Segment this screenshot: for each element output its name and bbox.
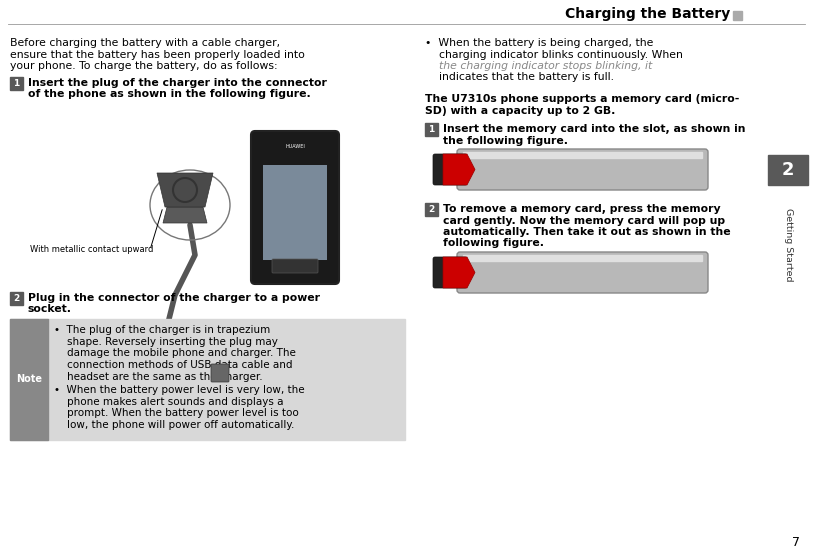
Bar	[10, 319, 48, 440]
Bar	[425, 123, 438, 136]
Text: low, the phone will power off automatically.: low, the phone will power off automatica…	[54, 420, 295, 430]
Text: SD) with a capacity up to 2 GB.: SD) with a capacity up to 2 GB.	[425, 106, 615, 116]
Text: indicates that the battery is full.: indicates that the battery is full.	[425, 72, 614, 82]
FancyBboxPatch shape	[211, 364, 229, 382]
Text: 2: 2	[13, 294, 20, 303]
Bar	[10, 319, 405, 440]
Text: 7: 7	[792, 536, 800, 550]
FancyBboxPatch shape	[457, 252, 708, 293]
Text: the following figure.: the following figure.	[443, 135, 568, 145]
Text: shape. Reversely inserting the plug may: shape. Reversely inserting the plug may	[54, 337, 278, 347]
Text: prompt. When the battery power level is too: prompt. When the battery power level is …	[54, 408, 299, 419]
Text: the charging indicator stops blinking, it: the charging indicator stops blinking, i…	[425, 61, 652, 71]
Bar	[463, 255, 702, 261]
Bar	[10, 292, 23, 305]
Text: ensure that the battery has been properly loaded into: ensure that the battery has been properl…	[10, 50, 305, 60]
Text: socket.: socket.	[28, 305, 72, 315]
Text: With metallic contact upward: With metallic contact upward	[30, 246, 153, 254]
Text: damage the mobile phone and charger. The: damage the mobile phone and charger. The	[54, 348, 296, 358]
Text: Insert the memory card into the slot, as shown in: Insert the memory card into the slot, as…	[443, 124, 746, 134]
FancyBboxPatch shape	[263, 165, 327, 260]
Polygon shape	[157, 173, 213, 207]
Bar	[10, 76, 23, 90]
Text: •  When the battery power level is very low, the: • When the battery power level is very l…	[54, 385, 304, 395]
Text: Insert the plug of the charger into the connector: Insert the plug of the charger into the …	[28, 77, 327, 87]
Polygon shape	[163, 207, 207, 223]
Bar	[463, 152, 702, 158]
Text: •  The plug of the charger is in trapezium: • The plug of the charger is in trapeziu…	[54, 325, 270, 335]
Text: Plug in the connector of the charger to a power: Plug in the connector of the charger to …	[28, 293, 320, 303]
Polygon shape	[443, 257, 475, 288]
FancyBboxPatch shape	[433, 257, 467, 288]
FancyBboxPatch shape	[272, 259, 318, 273]
Bar	[733, 11, 742, 20]
Text: charging indicator blinks continuously. When: charging indicator blinks continuously. …	[425, 50, 683, 60]
Text: following figure.: following figure.	[443, 238, 544, 248]
Text: 1: 1	[428, 125, 435, 134]
Text: 2: 2	[428, 205, 435, 214]
Text: The U7310s phone supports a memory card (micro-: The U7310s phone supports a memory card …	[425, 94, 739, 104]
Text: 2: 2	[782, 161, 794, 179]
Text: Getting Started: Getting Started	[783, 208, 792, 281]
Text: headset are the same as the charger.: headset are the same as the charger.	[54, 372, 263, 382]
Text: Before charging the battery with a cable charger,: Before charging the battery with a cable…	[10, 38, 280, 48]
Text: card gently. Now the memory card will pop up: card gently. Now the memory card will po…	[443, 216, 725, 226]
Bar	[768, 155, 808, 185]
Text: HUAWEI: HUAWEI	[285, 144, 305, 149]
Text: your phone. To charge the battery, do as follows:: your phone. To charge the battery, do as…	[10, 61, 277, 71]
Text: 1: 1	[13, 79, 20, 87]
Text: Note: Note	[16, 374, 42, 384]
Bar	[425, 203, 438, 216]
Text: of the phone as shown in the following figure.: of the phone as shown in the following f…	[28, 89, 311, 99]
Text: •  When the battery is being charged, the: • When the battery is being charged, the	[425, 38, 654, 48]
Polygon shape	[443, 154, 475, 185]
FancyBboxPatch shape	[457, 149, 708, 190]
FancyBboxPatch shape	[433, 154, 467, 185]
Text: connection methods of USB data cable and: connection methods of USB data cable and	[54, 360, 292, 370]
Text: To remove a memory card, press the memory: To remove a memory card, press the memor…	[443, 204, 721, 214]
Text: automatically. Then take it out as shown in the: automatically. Then take it out as shown…	[443, 227, 730, 237]
Text: Charging the Battery: Charging the Battery	[565, 7, 730, 21]
Text: phone makes alert sounds and displays a: phone makes alert sounds and displays a	[54, 397, 283, 407]
FancyBboxPatch shape	[251, 131, 339, 284]
